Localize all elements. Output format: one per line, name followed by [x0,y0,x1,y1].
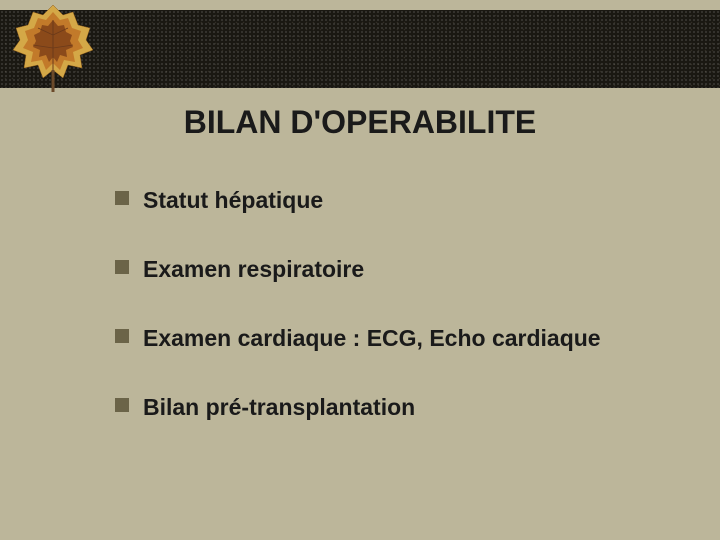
bullet-list: Statut hépatique Examen respiratoire Exa… [115,185,615,461]
leaf-decoration-icon [8,0,98,100]
bullet-marker-icon [115,191,129,205]
bullet-text: Examen respiratoire [143,254,364,285]
bullet-marker-icon [115,398,129,412]
list-item: Examen respiratoire [115,254,615,285]
bullet-text: Statut hépatique [143,185,323,216]
bullet-text: Examen cardiaque : ECG, Echo cardiaque [143,323,601,354]
bullet-marker-icon [115,329,129,343]
list-item: Examen cardiaque : ECG, Echo cardiaque [115,323,615,354]
list-item: Bilan pré-transplantation [115,392,615,423]
list-item: Statut hépatique [115,185,615,216]
decorative-top-band [0,10,720,88]
bullet-text: Bilan pré-transplantation [143,392,415,423]
slide-title: BILAN D'OPERABILITE [0,104,720,141]
bullet-marker-icon [115,260,129,274]
